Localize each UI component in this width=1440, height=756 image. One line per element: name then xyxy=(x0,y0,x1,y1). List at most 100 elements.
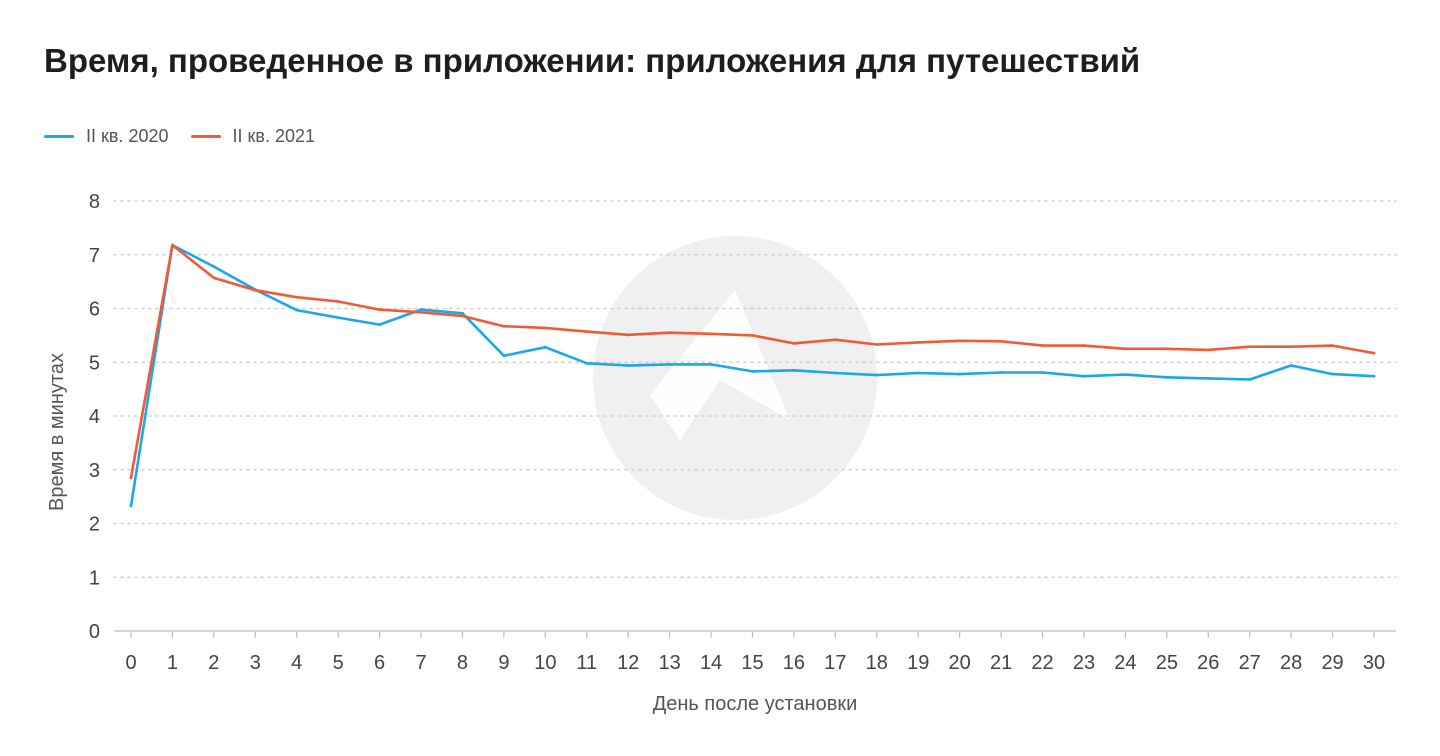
data-point xyxy=(1124,373,1127,377)
x-tick-label: 28 xyxy=(1280,652,1302,674)
data-point xyxy=(461,314,464,318)
x-tick-label: 27 xyxy=(1239,652,1261,674)
data-point xyxy=(1124,347,1127,351)
data-point xyxy=(1331,344,1334,347)
data-point xyxy=(626,364,630,367)
data-point xyxy=(1331,372,1334,376)
data-point xyxy=(792,368,796,372)
legend-label-2020: II кв. 2020 xyxy=(86,126,169,146)
data-point xyxy=(958,339,962,343)
x-tick-label: 29 xyxy=(1321,652,1343,674)
data-point xyxy=(502,354,506,358)
x-tick-label: 0 xyxy=(125,652,136,674)
x-tick-label: 2 xyxy=(208,652,219,674)
data-point xyxy=(999,339,1003,343)
data-point xyxy=(336,316,340,320)
x-tick-label: 17 xyxy=(824,652,846,674)
data-point xyxy=(751,333,754,337)
data-point xyxy=(668,363,672,366)
y-tick-label: 5 xyxy=(89,352,100,374)
data-point xyxy=(171,243,174,247)
data-point xyxy=(709,332,713,336)
app-logo-icon xyxy=(593,236,877,520)
x-tick-label: 21 xyxy=(990,652,1012,674)
x-tick-label: 7 xyxy=(415,652,426,674)
data-point xyxy=(212,265,216,268)
x-tick-label: 24 xyxy=(1114,652,1136,674)
data-point xyxy=(1165,375,1169,379)
x-tick-label: 18 xyxy=(866,652,888,674)
x-tick-label: 1 xyxy=(167,652,178,674)
x-tick-label: 3 xyxy=(250,652,261,674)
y-tick-label: 6 xyxy=(89,299,100,321)
legend-item-2020[interactable]: II кв. 2020 xyxy=(44,126,169,147)
data-point xyxy=(543,345,547,349)
data-point xyxy=(833,371,837,375)
data-point xyxy=(1372,351,1376,355)
y-axis: 0 1 2 3 4 5 6 7 8 xyxy=(89,191,100,643)
data-point xyxy=(751,369,754,373)
chart-title: Время, проведенное в приложении: приложе… xyxy=(44,42,1141,79)
data-point xyxy=(1289,345,1293,349)
y-tick-label: 2 xyxy=(89,514,100,536)
data-point xyxy=(792,342,796,345)
x-tick-label: 26 xyxy=(1197,652,1219,674)
data-point xyxy=(419,308,423,311)
data-point xyxy=(1082,374,1086,378)
legend-swatch-2020 xyxy=(44,135,74,138)
data-point xyxy=(129,504,133,508)
data-point xyxy=(833,338,837,342)
data-point xyxy=(1372,374,1376,378)
data-point xyxy=(916,340,920,344)
data-point xyxy=(958,372,962,376)
data-point xyxy=(1165,347,1169,351)
x-tick-label: 16 xyxy=(783,652,805,674)
x-axis-title: День после установки xyxy=(653,693,858,715)
legend-item-2021[interactable]: II кв. 2021 xyxy=(190,126,315,147)
data-point xyxy=(295,295,299,299)
x-tick-label: 11 xyxy=(576,652,597,674)
data-point xyxy=(1041,344,1044,347)
x-tick-label: 5 xyxy=(333,652,344,674)
data-point xyxy=(502,324,506,328)
x-tick-label: 4 xyxy=(291,652,302,674)
data-point xyxy=(129,476,133,480)
x-tick-label: 8 xyxy=(457,652,468,674)
data-point xyxy=(1041,371,1044,374)
data-point xyxy=(709,363,713,366)
data-point xyxy=(1082,344,1086,347)
x-tick-label: 9 xyxy=(498,652,509,674)
data-point xyxy=(626,333,630,337)
x-tick-label: 25 xyxy=(1156,652,1178,674)
x-tick-label: 10 xyxy=(534,652,556,674)
x-tick-label: 19 xyxy=(907,652,929,674)
x-tick-label: 12 xyxy=(617,652,639,674)
data-point xyxy=(419,310,423,314)
legend-swatch-2021 xyxy=(190,135,221,138)
y-tick-label: 4 xyxy=(89,406,100,428)
y-axis-title: Время в минутах xyxy=(46,353,68,511)
data-point xyxy=(999,371,1003,374)
x-tick-label: 22 xyxy=(1031,652,1053,674)
x-axis-ticks: 0 1 2 3 4 5 6 7 8 9 10 11 12 13 14 15 16 17 18 19 20 21 22 23 24… xyxy=(125,631,1385,674)
data-point xyxy=(543,326,547,330)
data-point xyxy=(212,276,216,280)
series-lines xyxy=(129,243,1376,508)
data-point xyxy=(336,300,340,303)
data-point xyxy=(585,330,589,334)
x-tick-label: 14 xyxy=(700,652,722,674)
data-point xyxy=(668,331,672,335)
data-point xyxy=(378,308,381,311)
y-tick-label: 1 xyxy=(89,567,100,589)
chart-legend: II кв. 2020 II кв. 2021 xyxy=(44,126,337,147)
x-tick-label: 13 xyxy=(659,652,681,674)
data-point xyxy=(378,323,381,327)
x-tick-label: 23 xyxy=(1073,652,1095,674)
y-tick-label: 3 xyxy=(89,460,100,482)
data-point xyxy=(295,308,299,312)
data-point xyxy=(1248,345,1252,349)
x-tick-label: 20 xyxy=(949,652,971,674)
y-tick-label: 8 xyxy=(89,191,100,213)
data-point xyxy=(1206,348,1210,352)
